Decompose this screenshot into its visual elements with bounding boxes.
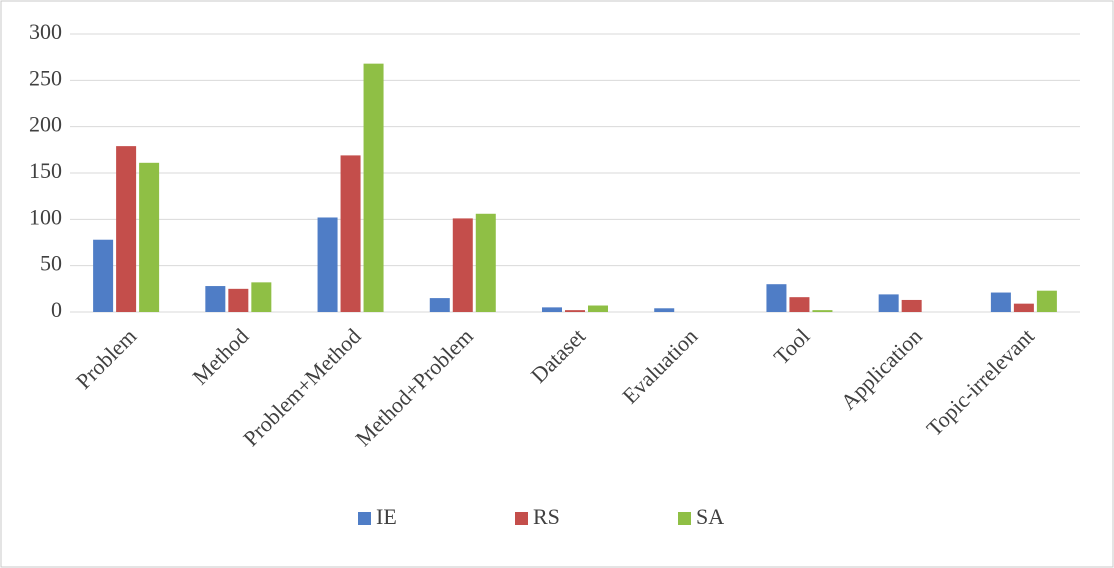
bar bbox=[1013, 303, 1034, 312]
legend-swatch bbox=[358, 512, 371, 525]
bar bbox=[251, 282, 272, 312]
bar bbox=[475, 213, 496, 312]
bar bbox=[542, 307, 562, 312]
bar bbox=[205, 286, 226, 312]
legend-label: SA bbox=[696, 504, 724, 529]
legend-swatch bbox=[515, 512, 528, 525]
legend-swatch bbox=[678, 512, 691, 525]
bar bbox=[1036, 290, 1057, 312]
y-tick-label: 150 bbox=[29, 158, 62, 183]
bar bbox=[766, 284, 787, 312]
bar bbox=[340, 155, 361, 312]
bar bbox=[878, 294, 899, 312]
bar bbox=[565, 310, 585, 312]
bar bbox=[228, 288, 249, 312]
bar bbox=[812, 310, 833, 312]
bar bbox=[452, 218, 473, 312]
y-tick-label: 300 bbox=[29, 19, 62, 44]
bar bbox=[901, 299, 922, 312]
bar bbox=[139, 162, 160, 312]
legend-label: RS bbox=[533, 504, 560, 529]
y-tick-label: 250 bbox=[29, 65, 62, 90]
y-tick-label: 100 bbox=[29, 204, 62, 229]
legend-label: IE bbox=[376, 504, 397, 529]
bar bbox=[429, 298, 450, 312]
bar bbox=[317, 217, 338, 312]
bar bbox=[363, 63, 384, 312]
bar bbox=[588, 305, 608, 312]
bar bbox=[93, 239, 114, 312]
y-tick-label: 0 bbox=[51, 297, 62, 322]
y-tick-label: 50 bbox=[40, 251, 62, 276]
y-tick-label: 200 bbox=[29, 112, 62, 137]
bar bbox=[116, 146, 137, 312]
bar bbox=[654, 308, 675, 312]
bar bbox=[789, 297, 810, 312]
bar bbox=[990, 292, 1011, 312]
